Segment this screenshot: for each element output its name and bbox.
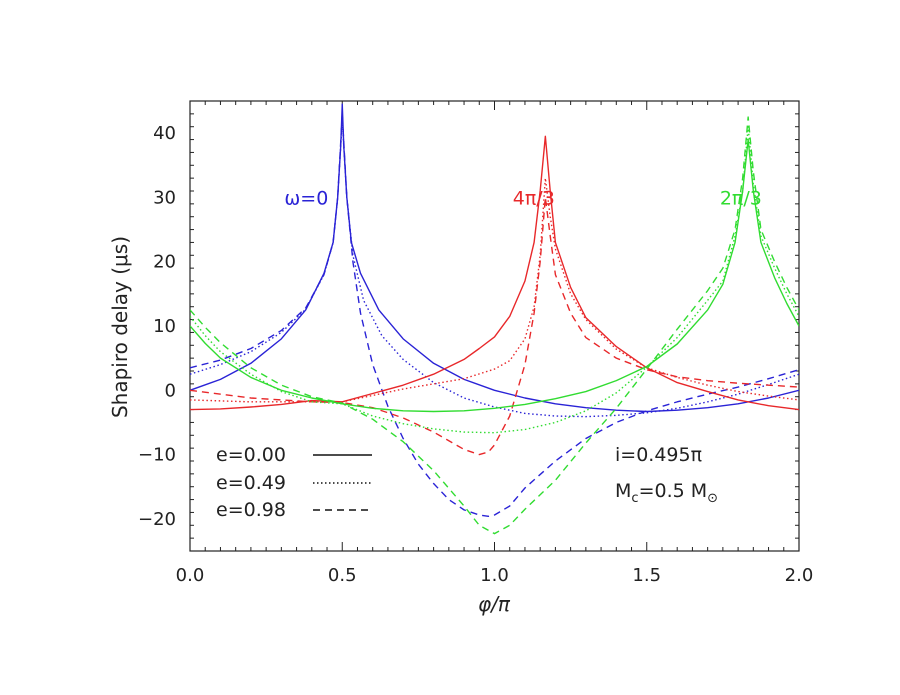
y-tick-label: 20 (153, 252, 176, 273)
y-tick-label: 30 (153, 187, 176, 208)
legend-label-e000: e=0.00 (216, 444, 286, 466)
series-line-23-dashed (190, 116, 799, 535)
x-tick-label: 0.0 (176, 565, 205, 586)
y-tick-label: 40 (153, 123, 176, 144)
mass-label: Mc=0.5 M⊙ (615, 480, 718, 506)
legend-label-e049: e=0.49 (216, 472, 286, 494)
legend-label-e098: e=0.98 (216, 499, 286, 521)
parameter-annotations: i=0.495π Mc=0.5 M⊙ (615, 444, 718, 506)
x-tick-label: 1.5 (632, 565, 661, 586)
x-tick-label: 1.0 (480, 565, 509, 586)
series-line-23-dotted (190, 126, 799, 434)
series-group-label: 2π/3 (720, 187, 762, 209)
y-axis-title: Shapiro delay (μs) (108, 236, 132, 418)
y-tick-label: −20 (138, 509, 176, 530)
legend: e=0.00 e=0.49 e=0.98 (216, 444, 372, 521)
x-tick-label: 0.5 (328, 565, 357, 586)
series-group-label: 4π/3 (513, 187, 555, 209)
x-axis-title: φ/π (478, 592, 511, 616)
y-tick-label: 0 (165, 380, 176, 401)
series-line-0-dashed (190, 113, 799, 517)
y-tick-label: −10 (138, 445, 176, 466)
series-line-0-solid (190, 103, 799, 413)
y-tick-label: 10 (153, 316, 176, 337)
x-tick-label: 2.0 (785, 565, 814, 586)
series-group-label: ω=0 (284, 187, 328, 209)
series-line-43-dashed (190, 196, 799, 456)
plot-area: 0.0 0.5 1.0 1.5 2.0 −20 −10 0 10 20 30 40 ω=0 4π/3 2π/… (138, 100, 814, 586)
inclination-label: i=0.495π (615, 444, 702, 466)
series-line-0-dotted (190, 119, 799, 418)
series-line-23-solid (190, 138, 799, 413)
